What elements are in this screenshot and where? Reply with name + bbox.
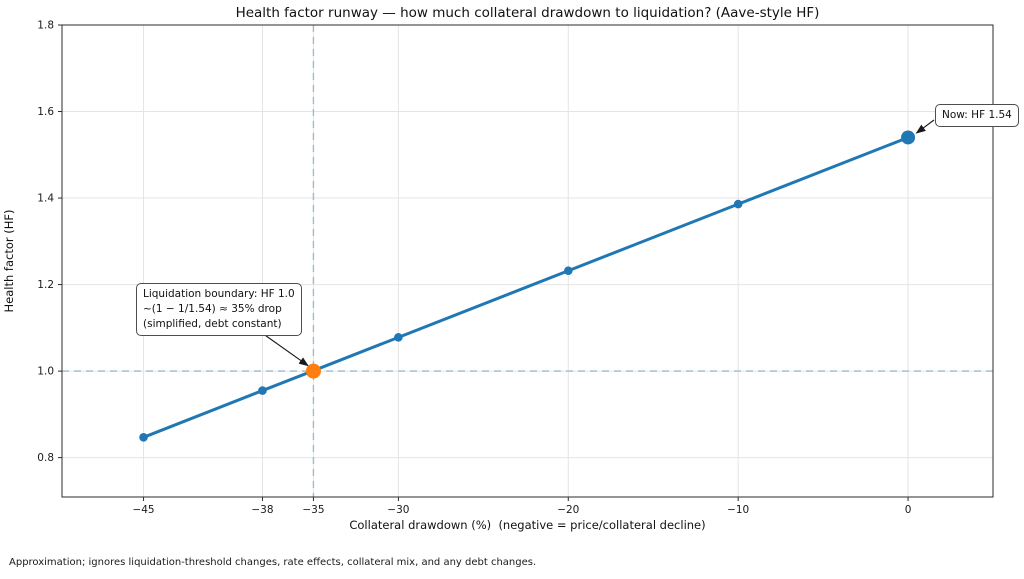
y-tick-label: 1.2 [37, 279, 54, 291]
x-tick-label: −38 [251, 504, 273, 516]
y-tick-label: 1.6 [37, 106, 54, 118]
boundary-annotation-arrow [261, 332, 309, 367]
annotation-boundary-line-1: Liquidation boundary: HF 1.0 [143, 288, 295, 300]
x-tick-label: −10 [727, 504, 749, 516]
boundary-point-marker [305, 363, 321, 379]
now-point-marker [901, 130, 916, 145]
x-tick-label: −30 [387, 504, 409, 516]
plot-spines [61, 24, 994, 498]
x-tick-label: −45 [132, 504, 154, 516]
data-point-marker [258, 386, 267, 395]
x-tick-label: −20 [557, 504, 579, 516]
y-tick-label: 1.0 [37, 366, 54, 378]
annotation-boundary-line-2: ~(1 − 1/1.54) ≈ 35% drop [143, 302, 282, 315]
data-point-marker [139, 432, 148, 442]
footnote-text: Approximation; ignores liquidation-thres… [9, 557, 537, 568]
annotation-now: Now: HF 1.54 [935, 104, 1019, 127]
y-axis-label-text: Health factor (HF) [2, 209, 16, 313]
x-tick-label: −35 [302, 504, 324, 516]
data-point-marker [733, 199, 743, 209]
chart-title: Health factor runway — how much collater… [235, 5, 820, 21]
y-tick-label: 1.8 [37, 20, 54, 32]
annotation-boundary-line-3: (simplified, debt constant) [143, 317, 282, 330]
y-tick-label: 1.4 [37, 193, 54, 205]
x-tick-label: 0 [905, 504, 912, 516]
y-tick-label: 0.8 [37, 452, 54, 464]
data-point-marker [563, 266, 573, 276]
now-annotation-arrow [915, 119, 935, 134]
data-point-marker [394, 333, 403, 342]
x-axis-label: Collateral drawdown (%) (negative = pric… [349, 518, 706, 532]
annotation-liquidation-boundary: Liquidation boundary: HF 1.0 ~(1 − 1/1.5… [136, 283, 302, 336]
